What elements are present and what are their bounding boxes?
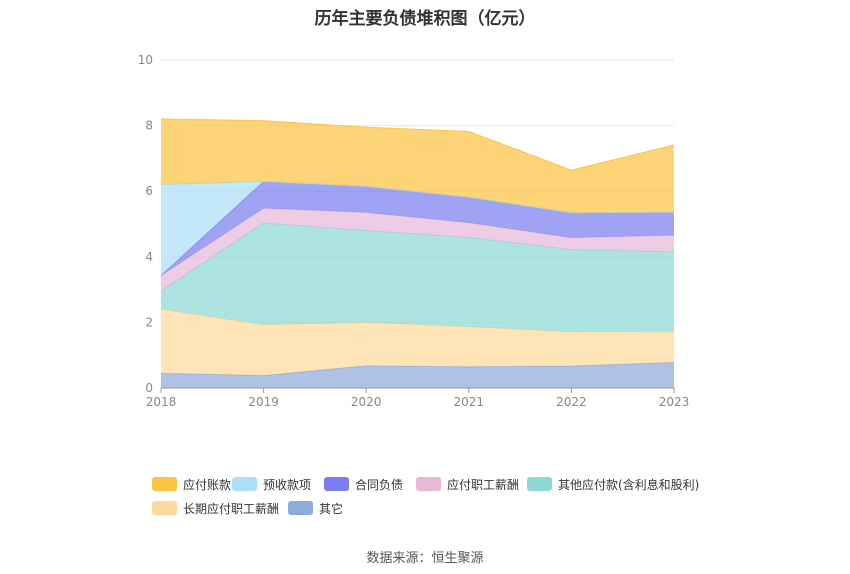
legend-label: 应付职工薪酬: [447, 477, 520, 492]
y-tick-label: 0: [145, 381, 153, 395]
legend-item[interactable]: 其它: [288, 498, 343, 518]
x-tick-label: 2022: [556, 395, 587, 409]
legend-label: 其他应付款(含利息和股利): [558, 477, 700, 492]
y-tick-label: 6: [145, 184, 153, 198]
legend-label: 应付账款: [183, 477, 232, 492]
legend-item[interactable]: 长期应付职工薪酬: [152, 498, 279, 518]
area-series-其他应付款(含利息和股利): [161, 223, 674, 332]
x-tick-label: 2019: [248, 395, 279, 409]
y-tick-label: 4: [145, 250, 153, 264]
x-tick-label: 2021: [454, 395, 485, 409]
legend-swatch: [152, 501, 177, 515]
area-series: [160, 118, 675, 388]
chart-title: 历年主要负债堆积图（亿元）: [314, 9, 536, 29]
legend-label: 合同负债: [355, 477, 404, 492]
area-series-其它: [161, 362, 674, 388]
area-edge-应付账款: [160, 118, 675, 171]
legend-item[interactable]: 合同负债: [324, 474, 403, 494]
legend-swatch: [152, 477, 177, 491]
legend-item[interactable]: 预收款项: [232, 474, 311, 494]
x-tick-label: 2018: [146, 395, 177, 409]
data-source: 数据来源：恒生聚源: [366, 551, 484, 566]
axes: 0 2 4 6 8 10 2018 2019 2020 2021 2022 2023: [138, 53, 690, 409]
legend-label: 预收款项: [263, 477, 312, 492]
area-series-合同负债: [161, 181, 674, 276]
y-tick-label: 2: [145, 315, 153, 329]
legend-item[interactable]: 其他应付款(含利息和股利): [527, 474, 699, 494]
legend-item[interactable]: 应付职工薪酬: [416, 474, 519, 494]
x-tick-label: 2020: [351, 395, 382, 409]
y-tick-label: 8: [145, 119, 153, 133]
legend-item[interactable]: 应付账款: [152, 474, 231, 494]
area-series-长期应付职工薪酬: [161, 309, 674, 376]
area-series-预收款项: [161, 181, 674, 276]
legend-swatch: [232, 477, 257, 491]
legend-label: 长期应付职工薪酬: [183, 501, 280, 516]
area-series-应付职工薪酬: [161, 208, 674, 292]
legend-swatch: [527, 477, 552, 491]
legend-label: 其它: [319, 501, 344, 516]
y-tick-label: 10: [138, 53, 153, 67]
legend-swatch: [324, 477, 349, 491]
area-series-应付账款: [161, 119, 674, 213]
x-tick-label: 2023: [659, 395, 690, 409]
legend-swatch: [416, 477, 441, 491]
legend-swatch: [288, 501, 313, 515]
